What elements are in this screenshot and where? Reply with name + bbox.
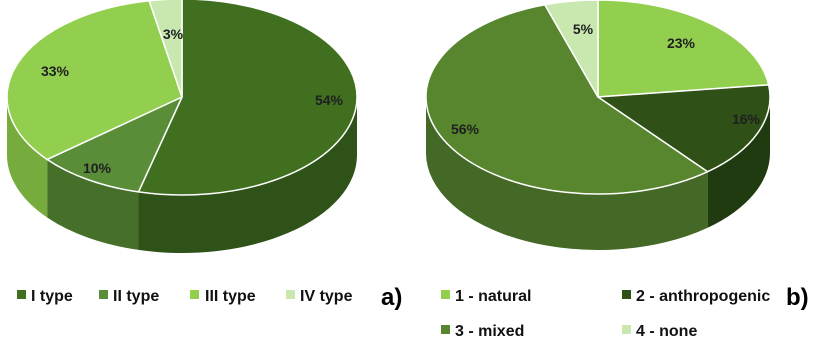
legend-label-natural: 1 - natural [455, 288, 531, 305]
pie-0-sides [7, 97, 357, 253]
legend-swatch-natural [441, 290, 450, 299]
legend-b: 1 - natural 2 - anthropogenic 3 - mixed … [441, 284, 809, 340]
pie-0-value-label-0: 54% [315, 92, 344, 108]
pie-1-value-label-2: 56% [451, 121, 480, 137]
pie-1-value-label-3: 5% [573, 21, 594, 37]
pie-chart-b: 23% 16% 56% 5% [425, 0, 771, 251]
legend-swatch-none [622, 325, 631, 334]
pie-1-slice-1 [597, 84, 771, 173]
pie-1-value-label-0: 23% [667, 35, 696, 51]
pie-0-value-label-3: 3% [163, 26, 184, 42]
legend-label-mixed: 3 - mixed [455, 323, 524, 340]
legend-a: I type II type III type IV type a) [17, 284, 402, 311]
legend-swatch-iv-type [286, 290, 295, 299]
pie-1-top [425, 0, 771, 195]
pie-0-slice-2 [6, 0, 183, 161]
panel-label-a: a) [381, 284, 402, 311]
pie-0-slice-1 [46, 96, 183, 193]
pie-0-value-label-2: 33% [41, 63, 70, 79]
pie-0-side-0 [138, 97, 357, 253]
pie-chart-a: 54% 10% 33% 3% [6, 0, 358, 253]
pie-0-top [6, 0, 358, 196]
pie-0-slice-3 [148, 0, 183, 98]
pie-1-side-2 [426, 97, 708, 251]
legend-swatch-anthropogenic [622, 290, 631, 299]
legend-label-ii-type: II type [113, 288, 159, 305]
pie-1-slice-0 [597, 0, 770, 98]
legend-label-i-type: I type [31, 288, 73, 305]
legend-label-none: 4 - none [636, 323, 697, 340]
pie-1-slice-3 [544, 0, 599, 98]
pie-0-slice-0 [137, 0, 358, 196]
legend-swatch-ii-type [99, 290, 108, 299]
pie-1-labels: 23% 16% 56% 5% [451, 21, 761, 137]
pie-0-value-label-1: 10% [83, 160, 112, 176]
legend-label-anthropogenic: 2 - anthropogenic [636, 288, 770, 305]
legend-label-iii-type: III type [205, 288, 256, 305]
legend-label-iv-type: IV type [300, 288, 353, 305]
pie-1-value-label-1: 16% [732, 111, 761, 127]
pie-0-side-1 [47, 159, 139, 250]
pie-1-slice-2 [425, 3, 709, 195]
legend-swatch-iii-type [190, 290, 199, 299]
pie-0-labels: 54% 10% 33% 3% [41, 26, 344, 176]
pie-1-sides [426, 97, 770, 251]
pie-0-side-2 [7, 97, 48, 218]
panel-label-b: b) [786, 284, 809, 311]
legend-swatch-i-type [17, 290, 26, 299]
legend-swatch-mixed [441, 325, 450, 334]
pie-1-side-1 [707, 97, 770, 228]
